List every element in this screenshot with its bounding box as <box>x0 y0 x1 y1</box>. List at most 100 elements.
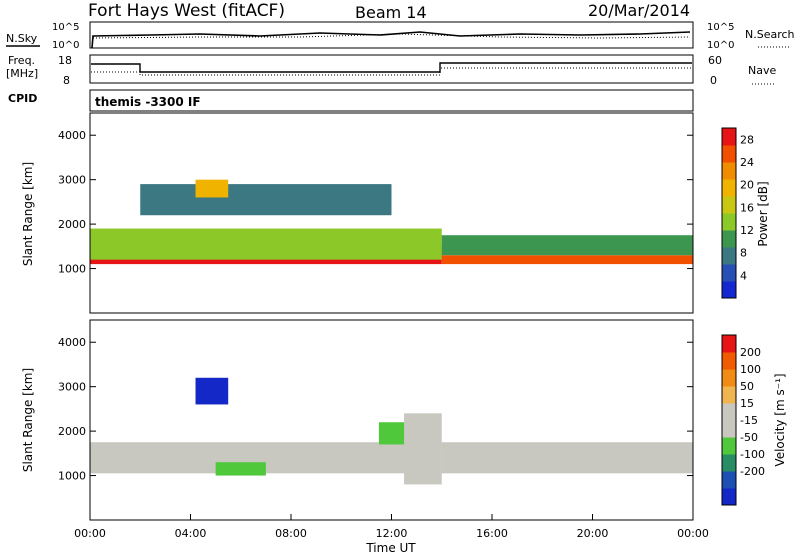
power-heatmap <box>90 179 693 265</box>
power-cbar-swatch-0 <box>722 281 736 299</box>
power-cbar-label-0: 4 <box>740 269 747 282</box>
vel-cbar-swatch-7 <box>722 369 736 387</box>
vel-cbar-label-3: 15 <box>740 397 754 410</box>
freq-label: Freq. <box>8 54 35 67</box>
power-cbar-label-4: 20 <box>740 179 754 192</box>
power-cbar-swatch-1 <box>722 264 736 282</box>
vel-cbar-swatch-0 <box>722 488 736 506</box>
vel-cbar-label-0: 200 <box>740 346 761 359</box>
cpid-value: themis -3300 IF <box>95 95 201 109</box>
x-tick-label-5: 20:00 <box>577 527 609 540</box>
vel-cells-band-1 <box>441 442 693 474</box>
x-tick-label-0: 00:00 <box>74 527 106 540</box>
freq-unit: [MHz] <box>6 67 38 80</box>
vel-cbar-swatch-4 <box>722 420 736 438</box>
power-cbar-label-2: 12 <box>740 224 754 237</box>
power-colorbar: 4 8 12 16 20 24 28 <box>721 127 754 299</box>
vel-cbar-label-5: -50 <box>740 431 758 444</box>
power-cells-band-5 <box>195 179 229 198</box>
vel-cbar-swatch-3 <box>722 437 736 455</box>
nave-tick-bottom: 0 <box>710 74 717 87</box>
freq-trace <box>91 62 692 73</box>
vel-cbar-swatch-5 <box>722 403 736 421</box>
power-cbar-swatch-3 <box>722 230 736 248</box>
nsearch-trace <box>92 33 691 39</box>
freq-panel: Freq. [MHz] 18 8 60 0 Nave <box>6 54 776 87</box>
vel-cells-band-2 <box>195 377 229 405</box>
x-tick-label-6: 00:00 <box>677 527 709 540</box>
power-cbar-swatch-6 <box>722 179 736 197</box>
noise-tick-bottom-left: 10^0 <box>52 40 79 51</box>
power-cbar-swatch-4 <box>722 213 736 231</box>
vel-cbar-label-6: -100 <box>740 448 765 461</box>
power-yticks-label-3: 4000 <box>58 129 86 142</box>
power-yticks-label-0: 1000 <box>58 263 86 276</box>
velocity-panel: 1000 2000 3000 4000 Slant Range [km] 200 100… <box>21 319 787 554</box>
time-x-axis: 00:00 04:00 08:00 12:00 16:00 20:00 00:00 <box>74 514 709 540</box>
power-cells-band-3 <box>441 235 693 256</box>
power-cbar-swatch-7 <box>722 162 736 180</box>
vel-yticks-label-0: 1000 <box>58 470 86 483</box>
vel-cbar-swatch-9 <box>722 335 736 353</box>
site-title: Fort Hays West (fitACF) <box>88 1 285 21</box>
power-y-axis: 1000 2000 3000 4000 <box>58 129 693 276</box>
power-cbar-swatch-5 <box>722 196 736 214</box>
x-tick-label-2: 08:00 <box>275 527 307 540</box>
power-ylabel: Slant Range [km] <box>21 162 35 266</box>
power-cbar-label-6: 28 <box>740 133 754 146</box>
vel-cbar-label-2: 50 <box>740 380 754 393</box>
vel-cbar-frame <box>721 334 737 506</box>
freq-tick-bottom: 8 <box>63 74 70 87</box>
power-cbar-label: Power [dB] <box>756 181 770 246</box>
power-cells-band-2 <box>441 255 693 265</box>
velocity-colorbar: 200 100 50 15 -15 -50 -100 -200 <box>721 334 765 506</box>
noise-tick-top-left: 10^5 <box>52 22 79 33</box>
vel-cbar-label-1: 100 <box>740 363 761 376</box>
vel-cbar-swatch-8 <box>722 352 736 370</box>
power-yticks-label-2: 3000 <box>58 174 86 187</box>
x-tick-label-1: 04:00 <box>175 527 207 540</box>
velocity-cbar-label: Velocity [m s⁻¹] <box>773 373 787 466</box>
x-axis-label: Time UT <box>365 541 416 554</box>
noise-tick-bottom-right: 10^0 <box>707 40 734 51</box>
vel-yticks-label-3: 4000 <box>58 336 86 349</box>
freq-tick-top: 18 <box>58 54 72 67</box>
nave-trace <box>91 67 692 76</box>
x-tick-label-3: 12:00 <box>376 527 408 540</box>
power-cbar-swatch-8 <box>722 145 736 163</box>
vel-cells-band-5 <box>404 413 442 485</box>
vel-cells-band-3 <box>215 462 266 476</box>
vel-cbar-label-7: -200 <box>740 465 765 478</box>
power-cells-band-6 <box>215 233 266 251</box>
power-yticks-label-1: 2000 <box>58 218 86 231</box>
power-cbar-frame <box>721 127 737 299</box>
power-cbar-swatch-9 <box>722 128 736 146</box>
vel-cbar-swatch-1 <box>722 471 736 489</box>
nave-label: Nave <box>748 64 776 77</box>
vel-yticks-label-2: 3000 <box>58 381 86 394</box>
nave-tick-top: 60 <box>708 54 722 67</box>
power-cbar-swatch-2 <box>722 247 736 265</box>
nsky-label: N.Sky <box>6 32 38 45</box>
vel-yticks-label-1: 2000 <box>58 425 86 438</box>
velocity-y-axis: 1000 2000 3000 4000 <box>58 336 693 483</box>
cpid-label: CPID <box>8 92 37 105</box>
power-cells-band-4 <box>140 184 392 216</box>
velocity-heatmap <box>90 377 693 485</box>
power-cbar-label-1: 8 <box>740 247 747 260</box>
nsearch-label: N.Search <box>745 28 795 41</box>
velocity-ylabel: Slant Range [km] <box>21 368 35 472</box>
vel-cbar-swatch-6 <box>722 386 736 404</box>
noise-panel: N.Sky 10^5 10^0 10^5 10^0 N.Search <box>6 21 795 51</box>
power-cbar-label-5: 24 <box>740 156 754 169</box>
nsky-trace <box>91 31 691 49</box>
power-cbar-label-3: 16 <box>740 201 754 214</box>
beam-label: Beam 14 <box>355 3 427 22</box>
date-label: 20/Mar/2014 <box>588 1 690 20</box>
vel-cbar-label-4: -15 <box>740 414 758 427</box>
power-panel: 1000 2000 3000 4000 Slant Range [km] 4 8 12 16… <box>21 112 770 314</box>
noise-tick-top-right: 10^5 <box>707 22 734 33</box>
vel-cbar-swatch-2 <box>722 454 736 472</box>
x-tick-label-4: 16:00 <box>476 527 508 540</box>
